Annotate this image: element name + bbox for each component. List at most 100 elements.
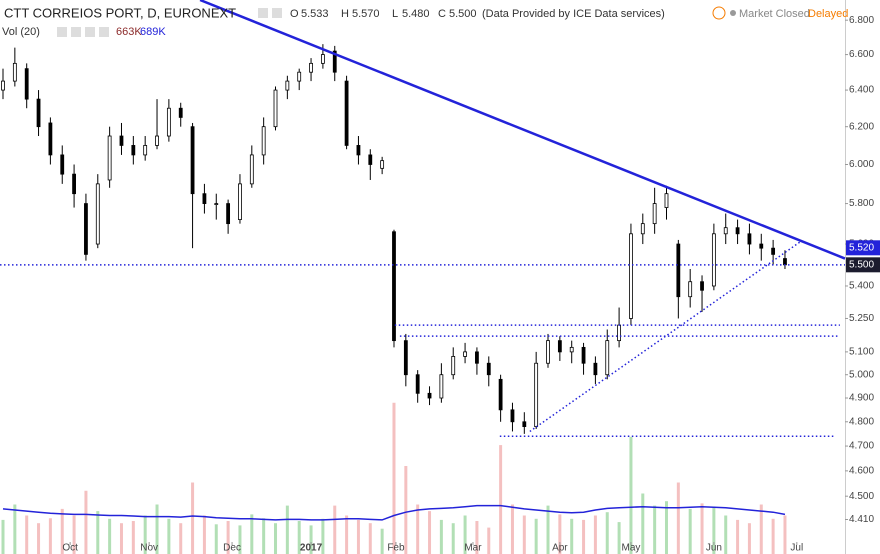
candle-body — [652, 203, 657, 225]
candle-body — [238, 183, 242, 220]
volume-bar — [771, 518, 775, 554]
candle-body — [486, 362, 491, 376]
y-tick-label: 5.000 — [849, 369, 874, 380]
icon[interactable] — [57, 27, 67, 37]
volume-bar — [84, 490, 88, 554]
x-tick-label: Feb — [387, 543, 405, 554]
ohlc-value: 5.500 — [449, 8, 477, 20]
candle-body — [344, 80, 349, 146]
volume-bar — [37, 523, 41, 554]
volume-bar — [724, 515, 728, 554]
volume-bar — [368, 523, 372, 554]
trendline — [529, 241, 801, 433]
volume-bar — [226, 521, 230, 554]
y-tick-label: 4.800 — [849, 416, 874, 427]
candle-body — [427, 392, 432, 399]
y-tick-label: 6.200 — [849, 121, 874, 132]
volume-bar — [463, 515, 467, 554]
candle-body — [1, 80, 5, 91]
candle-body — [320, 54, 325, 64]
volume-bar — [321, 518, 325, 554]
x-tick-label: Oct — [62, 543, 78, 554]
ohlc-key: L — [392, 8, 398, 20]
volume-bar — [48, 518, 52, 554]
volume-ma-line — [2, 504, 786, 521]
volume-bar — [131, 521, 135, 554]
volume-bar — [155, 504, 159, 554]
y-tick-label: 5.250 — [849, 313, 874, 324]
candle-body — [771, 247, 776, 255]
icon[interactable] — [272, 8, 282, 18]
candle-body — [214, 203, 219, 205]
y-tick-label: 4.900 — [849, 393, 874, 404]
candle-body — [143, 145, 148, 156]
candle-body — [534, 362, 539, 428]
candle-body — [24, 68, 29, 100]
candle-body — [475, 351, 479, 364]
icon[interactable] — [258, 8, 268, 18]
volume-bar — [522, 515, 526, 554]
y-tick-label: 5.100 — [849, 347, 874, 358]
volume-bar — [202, 515, 206, 554]
candle-body — [166, 107, 171, 137]
ohlc-key: H — [341, 8, 349, 20]
candle-body — [783, 258, 787, 266]
y-tick-label: 6.400 — [849, 85, 874, 96]
candle-body — [451, 356, 456, 376]
x-tick-label: 2017 — [300, 543, 323, 554]
candle-body — [664, 193, 669, 208]
volume-bar — [13, 504, 17, 554]
title: CTT CORREIOS PORT, D, EURONEXT — [4, 5, 236, 20]
volume-bar — [759, 504, 763, 554]
candle-body — [510, 409, 515, 423]
candle-body — [297, 71, 302, 82]
y-tick-label: 6.000 — [849, 159, 874, 170]
candle-body — [581, 346, 586, 364]
volume-bar — [214, 524, 218, 554]
volume-bar — [700, 503, 704, 554]
volume-bar — [285, 505, 289, 554]
x-tick-label: Jun — [706, 543, 722, 554]
candle-body — [629, 233, 633, 319]
candle-body — [48, 122, 53, 156]
candle-body — [273, 89, 278, 128]
candle-body — [261, 126, 266, 156]
volume-bar — [783, 515, 787, 554]
volume-bar — [108, 518, 112, 554]
y-tick-label: 5.400 — [849, 281, 874, 292]
candle-body — [380, 160, 385, 169]
volume-label: Vol (20) — [2, 26, 40, 38]
candle-body — [36, 98, 41, 128]
volume-bar — [297, 521, 301, 554]
volume-bar — [25, 515, 29, 554]
candle-body — [688, 281, 693, 298]
icon[interactable] — [71, 27, 81, 37]
volume-bar — [546, 505, 550, 554]
market-status: Market Closed — [739, 8, 810, 20]
candle-body — [202, 193, 207, 204]
volume-bar — [558, 514, 562, 554]
price-label: 5.520 — [849, 242, 874, 253]
candle-body — [226, 203, 231, 225]
volume-bar — [179, 523, 183, 554]
volume-bar — [653, 505, 657, 554]
candle-body — [131, 145, 136, 156]
volume-bar — [262, 518, 266, 554]
plot — [0, 0, 846, 554]
candle-body — [368, 154, 373, 165]
volume-bar — [712, 506, 716, 554]
y-tick-label: 5.800 — [849, 198, 874, 209]
candle-body — [498, 378, 503, 411]
alert-icon[interactable] — [712, 6, 726, 20]
volume-bar — [416, 504, 420, 554]
icon[interactable] — [85, 27, 95, 37]
volume-bar — [676, 482, 680, 554]
icon[interactable] — [99, 27, 109, 37]
volume-bar — [309, 525, 313, 554]
volume-bar — [747, 523, 751, 554]
candle-body — [546, 340, 550, 364]
volume-bar — [238, 525, 242, 554]
volume-bar — [487, 527, 491, 554]
